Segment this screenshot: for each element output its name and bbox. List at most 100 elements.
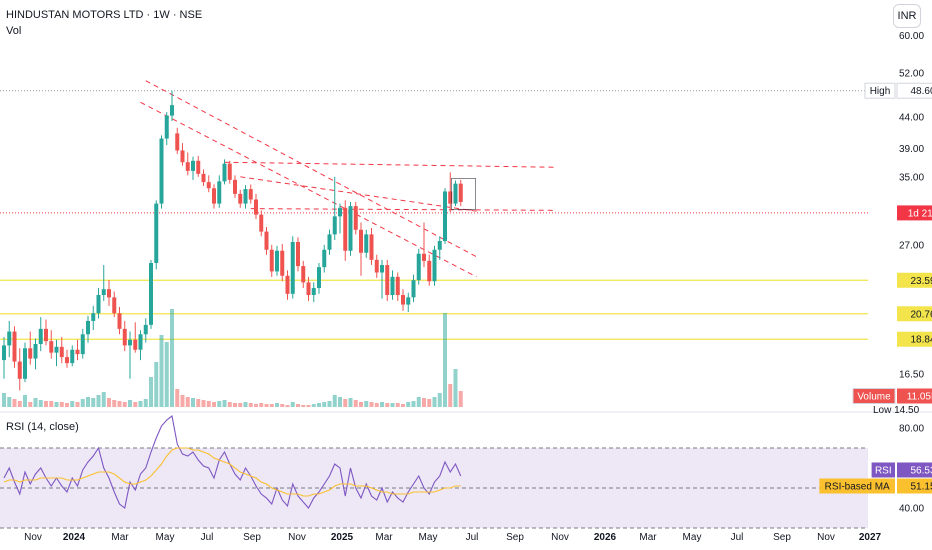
candle-body — [170, 105, 174, 116]
candle-body — [338, 207, 342, 217]
volume-bar — [264, 404, 269, 407]
price-badge — [896, 82, 932, 99]
volume-bar — [227, 402, 232, 407]
volume-bar — [38, 400, 43, 407]
volume-bar — [301, 405, 306, 407]
candle-body — [28, 348, 33, 359]
time-tick-label: 2026 — [594, 532, 617, 543]
volume-bar — [206, 401, 211, 407]
volume-legend-label: Vol — [6, 25, 22, 37]
symbol-title[interactable]: HINDUSTAN MOTORS LTD · 1W · NSE — [6, 9, 203, 21]
volume-bar — [285, 405, 290, 407]
price-badge-label-bg — [864, 82, 896, 99]
volume-bar — [448, 384, 453, 407]
price-badge-value: 11.05M — [907, 392, 932, 403]
volume-bar — [33, 398, 38, 407]
volume-bar — [154, 362, 159, 407]
candle-body — [112, 297, 117, 314]
volume-bar — [322, 402, 327, 407]
trendline-lower — [140, 101, 477, 278]
time-tick-label: Jul — [466, 532, 479, 543]
price-badge-label: Volume — [857, 392, 891, 403]
candle-body — [359, 229, 363, 253]
currency-button[interactable]: INR — [893, 4, 921, 28]
price-badge — [897, 388, 932, 404]
candle-body — [238, 193, 243, 204]
volume-bar — [332, 395, 337, 407]
volume-bar — [248, 403, 253, 407]
price-tick-label: 27.00 — [899, 240, 924, 251]
volume-bar — [427, 399, 432, 407]
volume-bar — [338, 397, 342, 407]
low-badge: Low 14.50 — [873, 405, 920, 416]
rsi-title: RSI (14, close) — [6, 421, 79, 433]
candle-body — [49, 341, 54, 353]
volume-bar — [91, 398, 96, 407]
volume-bar — [348, 398, 353, 407]
candle-body — [443, 191, 447, 242]
volume-bar — [222, 400, 227, 407]
candle-body — [285, 275, 290, 294]
candle-body — [374, 259, 379, 273]
price-tick-label: 16.50 — [899, 370, 924, 381]
candle-body — [133, 339, 138, 350]
volume-bar — [96, 395, 101, 407]
volume-bar — [23, 395, 27, 407]
volume-bar — [196, 399, 201, 407]
volume-bar — [170, 309, 174, 407]
volume-bar — [149, 377, 153, 407]
trendline-upper — [145, 80, 477, 258]
time-tick-label: Nov — [551, 532, 569, 543]
candle-body — [458, 183, 463, 202]
volume-bar — [54, 402, 59, 407]
volume-bar — [369, 402, 374, 407]
price-badge-value: 23.59 — [910, 276, 932, 287]
candle-body — [385, 265, 390, 296]
candle-body — [275, 250, 279, 272]
candle-body — [248, 189, 253, 200]
candle-body — [33, 343, 38, 359]
candle-body — [212, 188, 216, 204]
candle-body — [128, 339, 132, 346]
volume-bar — [49, 401, 54, 407]
volume-bar — [164, 342, 169, 407]
volume-bar — [353, 400, 358, 407]
volume-bar — [107, 398, 111, 407]
volume-bar — [390, 403, 395, 407]
volume-bar — [101, 392, 106, 407]
volume-bar — [317, 403, 321, 407]
price-badge — [897, 331, 932, 347]
price-badge — [897, 205, 932, 221]
rsi-badge-value: 56.53 — [910, 466, 932, 477]
candle-body — [233, 179, 237, 194]
time-tick-label: Nov — [24, 532, 42, 543]
price-tick-label: 60.00 — [899, 31, 924, 42]
volume-bar — [17, 401, 22, 407]
candle-body — [86, 320, 90, 335]
rsi-badge — [897, 478, 932, 494]
candle-body — [12, 331, 17, 362]
volume-bar — [290, 402, 295, 407]
candle-body — [222, 163, 227, 182]
candle-body — [369, 234, 374, 260]
candle-body — [254, 199, 258, 215]
volume-bar — [138, 401, 143, 407]
candle-body — [75, 349, 80, 355]
price-badge-value: 48.60 — [910, 86, 932, 97]
candle-body — [416, 253, 421, 281]
candle-body — [138, 334, 143, 350]
volume-bar — [364, 401, 369, 407]
time-tick-label: Jul — [731, 532, 744, 543]
price-badge-value: 20.76 — [910, 309, 932, 320]
candle-body — [96, 295, 101, 314]
candle-body — [332, 216, 337, 235]
rsi-badge-value: 51.15 — [910, 482, 932, 493]
volume-bar — [311, 404, 316, 407]
price-badge-value: 1d 21h — [908, 208, 932, 219]
breakout-line — [250, 208, 556, 211]
price-badge-label-bg — [852, 388, 896, 404]
candle-body — [306, 282, 311, 296]
candle-body — [322, 249, 327, 268]
candle-body — [432, 249, 437, 282]
